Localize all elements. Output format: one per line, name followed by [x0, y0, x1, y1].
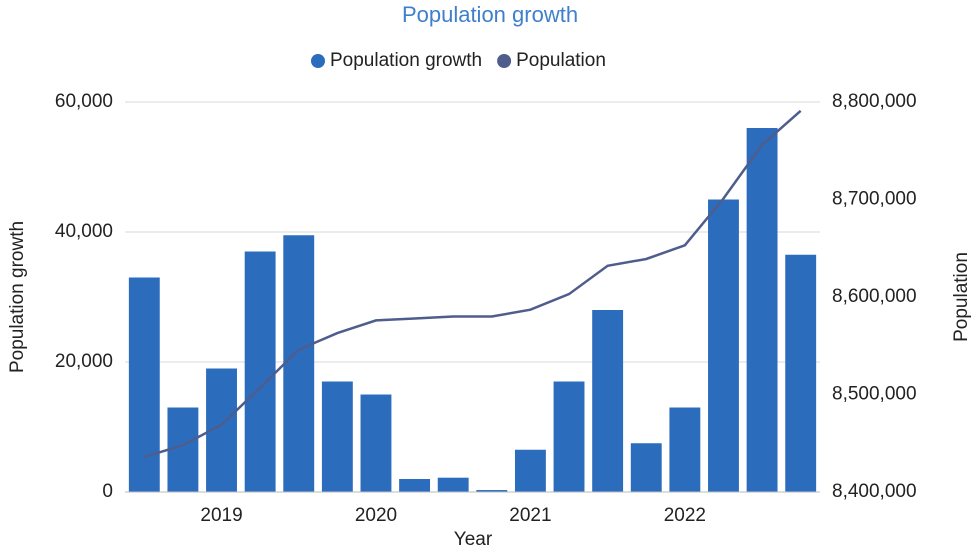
legend-label: Population growth	[330, 50, 482, 71]
bar	[437, 477, 469, 492]
bar	[785, 254, 817, 492]
y-tick-label: 20,000	[55, 351, 113, 372]
bar	[746, 128, 778, 492]
bar	[630, 443, 662, 492]
bar	[360, 394, 392, 492]
x-tick-label: 2022	[664, 505, 706, 526]
bar	[244, 251, 276, 492]
bar	[399, 479, 431, 492]
chart-title: Population growth	[402, 2, 578, 27]
bar	[514, 449, 546, 492]
y-tick-label: 40,000	[55, 221, 113, 242]
y-axis-label: Population growth	[7, 221, 28, 373]
x-tick-label: 2019	[200, 505, 242, 526]
bar	[283, 235, 315, 492]
line	[143, 109, 802, 459]
x-tick-label: 2020	[355, 505, 397, 526]
y2-tick-label: 8,600,000	[832, 286, 917, 307]
bar	[128, 277, 160, 492]
x-axis-label: Year	[454, 529, 493, 550]
y-tick-label: 60,000	[55, 91, 113, 112]
y2-axis-label: Population	[951, 252, 972, 342]
x-tick-label: 2021	[509, 505, 551, 526]
bar	[167, 407, 199, 492]
bar	[708, 199, 739, 492]
y2-tick-label: 8,700,000	[832, 189, 917, 210]
bar	[592, 310, 624, 492]
y-tick-label: 0	[102, 481, 113, 502]
y2-tick-label: 8,800,000	[832, 91, 917, 112]
bar	[476, 490, 508, 492]
legend-marker	[311, 54, 325, 68]
y2-tick-label: 8,400,000	[832, 481, 917, 502]
bar	[553, 381, 585, 492]
legend-label: Population	[516, 50, 606, 71]
bar	[321, 381, 353, 492]
legend-marker	[497, 54, 512, 68]
bar	[669, 407, 701, 492]
y2-tick-label: 8,500,000	[832, 384, 917, 405]
